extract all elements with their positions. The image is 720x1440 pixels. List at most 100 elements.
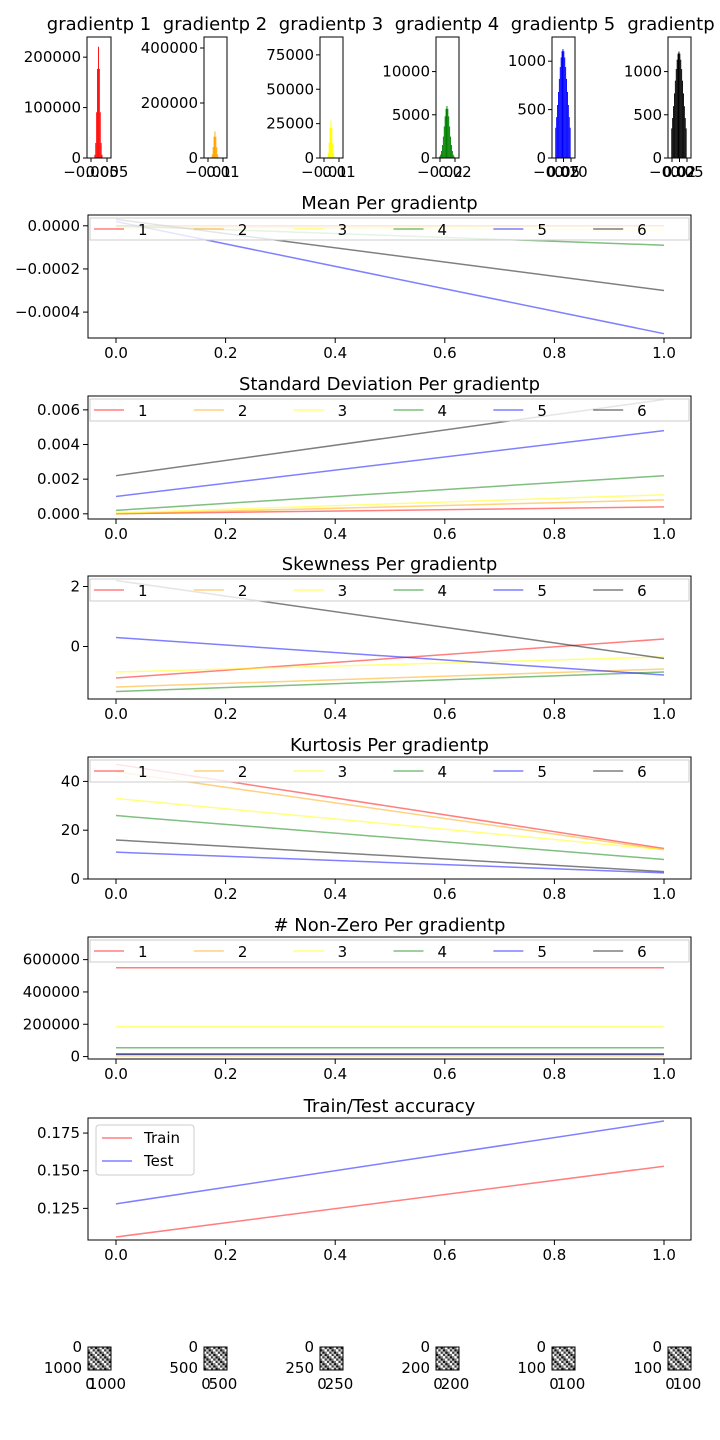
heatmap-cell xyxy=(320,1360,323,1364)
heatmap-cell xyxy=(101,1367,105,1370)
heatmap-cell xyxy=(340,1351,343,1354)
histogram-bar xyxy=(683,106,685,158)
heatmap-cell xyxy=(213,1347,216,1350)
heatmap-cell xyxy=(561,1353,564,1357)
heatmap-cell xyxy=(449,1367,453,1370)
histogram-bar xyxy=(217,154,219,158)
heatmap-cell xyxy=(97,1347,100,1350)
histogram-bar xyxy=(556,117,558,158)
heatmap-cell xyxy=(326,1356,330,1359)
heatmap-cell xyxy=(320,1349,323,1352)
heatmap-cell xyxy=(99,1351,102,1354)
y-tick-label: 2 xyxy=(70,578,80,596)
heatmap-cell xyxy=(572,1360,575,1364)
heatmap-cell xyxy=(206,1367,209,1370)
line-chart-3: Skewness Per gradientp 0.0 0.2 0.4 0.6 0.8 1.0… xyxy=(70,554,692,723)
heatmap-cell xyxy=(449,1356,453,1359)
x-tick-label: 0 xyxy=(665,1375,675,1393)
heatmap-cell xyxy=(436,1363,439,1366)
heatmap-cell xyxy=(324,1356,327,1359)
heatmap-cell xyxy=(210,1358,214,1361)
histogram-bar xyxy=(562,49,564,158)
heatmap-cell xyxy=(668,1351,671,1354)
heatmap-cell xyxy=(681,1367,685,1370)
chart-title: Skewness Per gradientp xyxy=(282,554,498,575)
heatmap-cell xyxy=(686,1347,689,1350)
heatmap-cell xyxy=(447,1351,450,1354)
legend: 1 2 3 4 5 6 xyxy=(89,578,690,602)
heatmap-cell xyxy=(224,1358,227,1361)
heatmap-cell xyxy=(101,1347,105,1350)
heatmap-cell xyxy=(215,1353,218,1357)
heatmap-cell xyxy=(215,1367,218,1370)
heatmap-cell xyxy=(213,1360,216,1364)
heatmap-cell xyxy=(688,1353,691,1357)
heatmap-cell xyxy=(442,1349,446,1352)
heatmap-cell xyxy=(552,1351,555,1354)
legend-label: 2 xyxy=(238,582,248,600)
histogram-title: gradientp 2 xyxy=(163,14,267,35)
heatmap-cell xyxy=(108,1363,111,1366)
y-tick-label: 0 xyxy=(652,1338,662,1356)
heatmap-cell xyxy=(570,1353,573,1357)
heatmap-cell xyxy=(436,1353,439,1357)
heatmap-cell xyxy=(333,1349,337,1352)
heatmap-cell xyxy=(570,1365,573,1368)
heatmap-cell xyxy=(336,1363,339,1366)
heatmap-cell xyxy=(329,1351,332,1354)
heatmap-cell xyxy=(452,1363,455,1366)
heatmap-cell xyxy=(333,1353,337,1357)
heatmap-cell xyxy=(90,1349,93,1352)
heatmap-cell xyxy=(688,1367,691,1370)
heatmap-cell xyxy=(108,1365,111,1368)
heatmap-cell xyxy=(681,1360,685,1364)
heatmap-cell xyxy=(106,1363,109,1366)
heatmap-cell xyxy=(92,1358,95,1361)
heatmap-cell xyxy=(338,1365,341,1368)
heatmap-cell xyxy=(333,1367,337,1370)
heatmap-cell xyxy=(92,1356,95,1359)
heatmap-cell xyxy=(677,1367,680,1370)
y-tick-label: 200000 xyxy=(141,94,198,112)
heatmap-cell xyxy=(322,1353,325,1357)
heatmap-cell xyxy=(668,1347,671,1350)
heatmap-cell xyxy=(681,1351,685,1354)
heatmap-cell xyxy=(565,1365,569,1368)
heatmap-cell xyxy=(554,1353,557,1357)
heatmap-cell xyxy=(220,1347,223,1350)
heatmap-cell xyxy=(217,1351,221,1354)
heatmap-cell xyxy=(672,1349,675,1352)
histogram-6: gradientp 0 500 1000 −0.020.020.05 xyxy=(624,14,715,181)
y-tick-label: 100000 xyxy=(24,99,81,117)
y-tick-label: 20 xyxy=(61,821,80,839)
chart-title: Train/Test accuracy xyxy=(303,1096,476,1117)
series-line-2 xyxy=(115,668,665,688)
heatmap-cell xyxy=(563,1367,566,1370)
heatmap-cell xyxy=(106,1353,109,1357)
heatmap-cell xyxy=(210,1347,214,1350)
y-tick-label: 400000 xyxy=(141,39,198,57)
heatmap-cell xyxy=(208,1367,211,1370)
legend-label: 4 xyxy=(438,221,448,239)
heatmap-cell xyxy=(674,1358,678,1361)
heatmap-cell xyxy=(217,1356,221,1359)
histogram-bar xyxy=(98,46,99,158)
heatmap-cell xyxy=(222,1353,225,1357)
x-tick-label: 0.8 xyxy=(542,525,566,543)
heatmap-cell xyxy=(90,1360,93,1364)
heatmap-cell xyxy=(563,1356,566,1359)
heatmap-cell xyxy=(686,1367,689,1370)
heatmap-cell xyxy=(563,1347,566,1350)
heatmap-cell xyxy=(324,1360,327,1364)
heatmap-cell xyxy=(101,1360,105,1364)
heatmap-cell xyxy=(561,1351,564,1354)
legend-label: 2 xyxy=(238,221,248,239)
histogram-bar xyxy=(566,78,567,158)
x-tick-label: 0.2 xyxy=(214,525,238,543)
series-line-3 xyxy=(115,797,665,851)
heatmap-cell xyxy=(99,1360,102,1364)
heatmap-cell xyxy=(670,1349,673,1352)
heatmap-cell xyxy=(556,1365,559,1368)
heatmap-cell xyxy=(322,1358,325,1361)
